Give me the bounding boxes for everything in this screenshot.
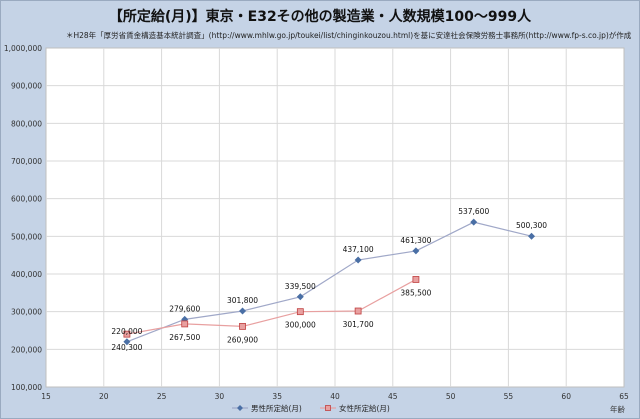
x-tick-label: 65 (619, 392, 629, 401)
data-label: 279,600 (169, 304, 200, 313)
data-label: 437,100 (343, 245, 374, 254)
data-label: 240,300 (111, 343, 142, 352)
x-tick-label: 55 (504, 392, 514, 401)
x-tick-label: 60 (561, 392, 571, 401)
y-tick-label: 600,000 (11, 195, 42, 204)
data-label: 220,000 (111, 327, 142, 336)
data-point (181, 320, 189, 328)
y-tick-label: 800,000 (11, 119, 42, 128)
data-label: 260,900 (227, 335, 258, 344)
y-tick-label: 1,000,000 (4, 44, 42, 53)
data-label: 301,800 (227, 296, 258, 305)
y-tick-label: 100,000 (11, 383, 42, 392)
data-point (470, 218, 478, 226)
source-note: ＊H28年「厚労省賃金構造基本統計調査」(http://www.mhlw.go.… (66, 31, 632, 40)
data-label: 461,300 (400, 236, 431, 245)
data-point (123, 338, 131, 346)
legend-marker (325, 405, 331, 411)
chart-title: 【所定給(月)】東京・E32その他の製造業・人数規模100～999人 (108, 9, 532, 25)
data-point (239, 322, 246, 330)
data-label: 537,600 (458, 207, 489, 216)
data-label: 500,300 (516, 221, 547, 230)
gridlines (46, 48, 624, 387)
data-point (296, 308, 304, 316)
y-tick-label: 900,000 (11, 82, 42, 91)
y-tick-label: 400,000 (11, 270, 42, 279)
x-tick-label: 15 (41, 392, 51, 401)
series-group (123, 218, 536, 346)
data-label: 301,700 (343, 320, 374, 329)
legend-marker (237, 405, 243, 411)
y-tick-label: 500,000 (11, 232, 42, 241)
y-tick-label: 300,000 (11, 308, 42, 317)
series-line-2 (126, 278, 417, 335)
data-point (123, 330, 131, 338)
legend-label: 男性所定給(月) (251, 403, 302, 413)
y-tick-label: 700,000 (11, 157, 42, 166)
x-tick-label: 50 (446, 392, 456, 401)
data-label: 385,500 (400, 288, 431, 297)
legend-label: 女性所定給(月) (339, 403, 390, 413)
series-line-1 (126, 221, 532, 343)
data-label: 267,500 (169, 333, 200, 342)
data-point (412, 276, 420, 283)
data-label: 339,500 (285, 282, 316, 291)
y-tick-label: 200,000 (11, 345, 42, 354)
data-label: 300,000 (285, 321, 316, 330)
x-axis-ticks: 15 20 25 30 35 40 45 50 55 60 65 (41, 392, 629, 401)
x-tick-label: 45 (388, 392, 398, 401)
data-labels: 220,000 279,600 301,800 339,500 437,100 461,3… (111, 207, 547, 352)
data-point (239, 307, 247, 315)
x-axis-label: 年齢 (610, 404, 625, 414)
data-point (528, 232, 536, 240)
x-tick-label: 30 (215, 392, 225, 401)
data-point (354, 256, 362, 264)
legend: 男性所定給(月) 女性所定給(月) (232, 403, 390, 413)
data-point (296, 293, 304, 301)
y-axis-ticks: 100,000 200,000 300,000 400,000 500,000 600,0… (4, 44, 42, 392)
x-tick-label: 25 (157, 392, 167, 401)
data-point (354, 307, 362, 315)
x-tick-label: 20 (99, 392, 109, 401)
data-point (412, 247, 420, 255)
x-tick-label: 40 (330, 392, 340, 401)
x-tick-label: 35 (272, 392, 282, 401)
